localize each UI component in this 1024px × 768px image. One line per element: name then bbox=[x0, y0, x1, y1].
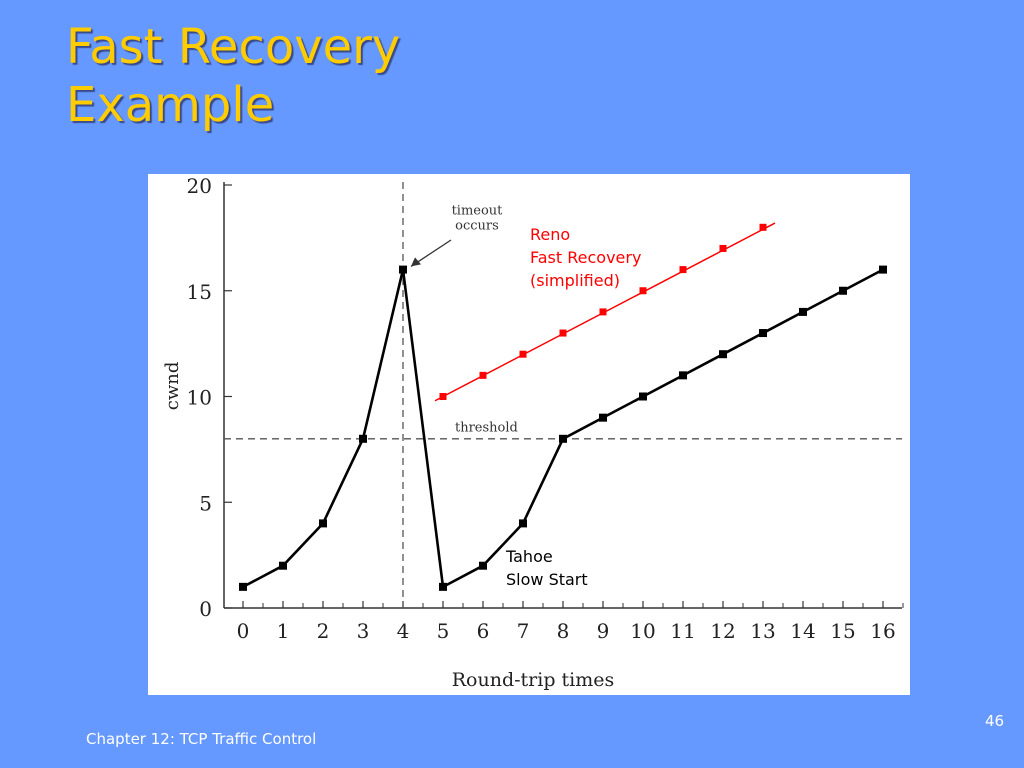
y-tick-label: 0 bbox=[199, 597, 212, 621]
y-tick-label: 15 bbox=[187, 280, 212, 304]
reno-label-line: (simplified) bbox=[530, 271, 620, 290]
timeout-annotation-line2: occurs bbox=[455, 218, 499, 233]
tahoe-point bbox=[359, 434, 367, 443]
x-tick-label: 15 bbox=[830, 619, 855, 643]
y-axis-label: cwnd bbox=[162, 362, 183, 411]
reno-point bbox=[519, 350, 527, 358]
y-tick-label: 10 bbox=[187, 386, 212, 410]
threshold-annotation: threshold bbox=[455, 420, 518, 435]
reno-point bbox=[439, 393, 447, 400]
y-tick-label: 5 bbox=[199, 491, 212, 515]
reno-point bbox=[559, 329, 567, 337]
x-tick-label: 1 bbox=[277, 619, 290, 643]
reno-point bbox=[599, 308, 607, 316]
chart-panel: 0 1 2 3 4 5 6 7 8 9 10 11 12 13 14 15 16 0 5 10 15 20 Round-tr… bbox=[148, 174, 910, 695]
tahoe-point bbox=[639, 392, 647, 401]
x-tick-label: 4 bbox=[397, 619, 410, 643]
tahoe-point bbox=[839, 286, 847, 295]
reno-point bbox=[719, 244, 727, 252]
series-line-tahoe bbox=[242, 268, 884, 589]
x-tick-label: 2 bbox=[317, 619, 330, 643]
reno-point bbox=[479, 371, 487, 379]
x-axis-label: Round-trip times bbox=[452, 669, 615, 691]
reno-point bbox=[639, 287, 647, 295]
tahoe-label-line: Tahoe bbox=[505, 547, 553, 566]
x-tick-label: 6 bbox=[477, 619, 490, 643]
tahoe-point bbox=[519, 519, 527, 528]
tahoe-point bbox=[279, 561, 287, 570]
tahoe-point bbox=[599, 413, 607, 422]
x-tick-label: 11 bbox=[670, 619, 695, 643]
x-tick-label: 16 bbox=[870, 619, 895, 643]
reno-point bbox=[759, 223, 767, 231]
x-tick-label: 9 bbox=[597, 619, 610, 643]
y-tick-label: 20 bbox=[187, 174, 212, 198]
reno-point bbox=[679, 266, 687, 274]
tahoe-point bbox=[719, 350, 727, 359]
x-tick-label: 5 bbox=[437, 619, 450, 643]
slide-footer: Chapter 12: TCP Traffic Control bbox=[86, 730, 317, 748]
tahoe-point bbox=[759, 329, 767, 338]
x-tick-label: 14 bbox=[790, 619, 815, 643]
tahoe-point bbox=[559, 434, 567, 443]
tahoe-point bbox=[239, 582, 247, 591]
x-tick-label: 3 bbox=[357, 619, 370, 643]
tahoe-point bbox=[799, 307, 807, 316]
slide-title-line1: Fast Recovery bbox=[66, 19, 401, 75]
x-tick-label: 7 bbox=[517, 619, 530, 643]
tahoe-point bbox=[679, 371, 687, 380]
x-tick-label: 0 bbox=[237, 619, 250, 643]
x-tick-label: 10 bbox=[630, 619, 655, 643]
tahoe-label-line: Slow Start bbox=[506, 570, 588, 589]
reno-label-line: Reno bbox=[530, 225, 570, 244]
reno-label-line: Fast Recovery bbox=[530, 248, 641, 267]
x-tick-label: 12 bbox=[710, 619, 735, 643]
tahoe-point bbox=[439, 582, 447, 591]
tahoe-point bbox=[479, 561, 487, 570]
page-number: 46 bbox=[985, 712, 1005, 730]
x-tick-label: 8 bbox=[557, 619, 570, 643]
tahoe-point bbox=[879, 265, 887, 274]
tahoe-point bbox=[319, 519, 327, 528]
timeout-annotation-line1: timeout bbox=[452, 204, 504, 219]
timeout-arrowhead bbox=[411, 257, 421, 267]
slide-title: Fast Recovery Example bbox=[66, 18, 400, 134]
cwnd-chart: 0 1 2 3 4 5 6 7 8 9 10 11 12 13 14 15 1605101520Round-tr… bbox=[162, 174, 904, 691]
x-tick-label: 13 bbox=[750, 619, 775, 643]
slide-title-line2: Example bbox=[66, 77, 275, 133]
tahoe-point bbox=[399, 265, 407, 274]
